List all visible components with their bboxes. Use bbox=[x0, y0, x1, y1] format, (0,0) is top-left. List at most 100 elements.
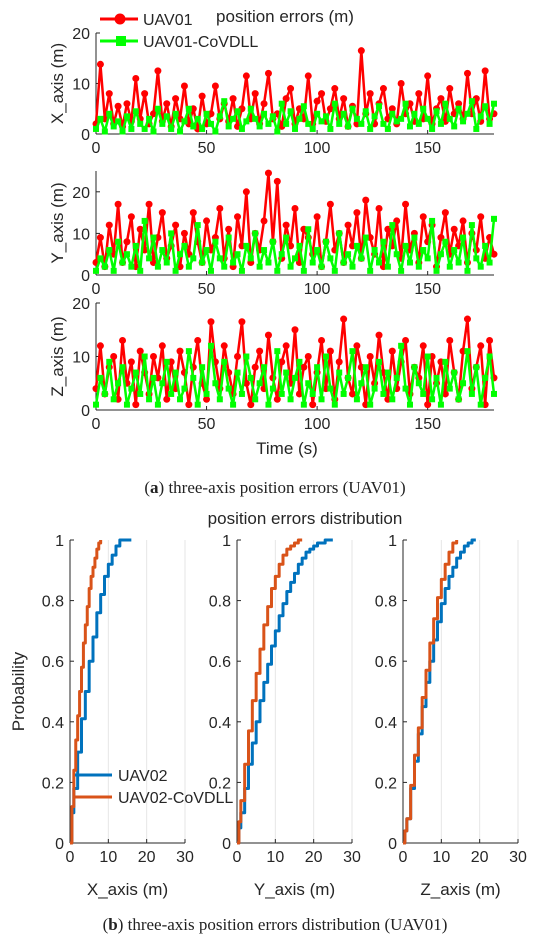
data-point bbox=[376, 103, 383, 110]
data-point bbox=[199, 364, 206, 371]
x-tick-label: 50 bbox=[198, 416, 216, 433]
data-point bbox=[380, 238, 387, 245]
data-point bbox=[402, 385, 409, 392]
data-point bbox=[379, 85, 387, 93]
data-point bbox=[398, 267, 405, 274]
data-point bbox=[477, 113, 484, 120]
data-point bbox=[402, 242, 409, 249]
plot-1: 0 50 100 150 0 10 20 X_axis (m) UAV01 UAV01-CoVDL… bbox=[48, 12, 498, 157]
data-point bbox=[376, 259, 383, 266]
data-point bbox=[446, 115, 453, 122]
data-point bbox=[393, 374, 400, 381]
data-point bbox=[380, 390, 387, 397]
plot-2: 0 50 100 150 0 10 20 Y_axis (m) bbox=[48, 169, 498, 298]
data-point bbox=[477, 263, 484, 270]
data-point bbox=[180, 229, 188, 237]
x-tick-label: 20 bbox=[305, 849, 323, 866]
data-point bbox=[464, 348, 471, 355]
x-tick-label: 0 bbox=[233, 849, 242, 866]
data-point bbox=[398, 115, 405, 122]
data-point bbox=[313, 97, 321, 105]
data-point bbox=[238, 125, 245, 132]
data-point bbox=[463, 315, 471, 323]
data-point bbox=[278, 390, 285, 397]
data-point bbox=[149, 110, 157, 118]
data-point bbox=[468, 390, 475, 397]
data-point bbox=[446, 336, 454, 344]
data-point bbox=[291, 204, 299, 212]
data-point bbox=[128, 125, 135, 132]
data-point bbox=[309, 390, 316, 397]
data-point bbox=[468, 98, 475, 105]
data-point bbox=[234, 251, 241, 258]
x-axis-label: Z_axis (m) bbox=[420, 880, 500, 899]
data-point bbox=[473, 364, 480, 371]
data-point bbox=[398, 342, 405, 349]
x-tick-label: 100 bbox=[304, 140, 331, 157]
data-point bbox=[137, 267, 144, 274]
data-point bbox=[283, 120, 290, 127]
data-point bbox=[132, 74, 140, 82]
y-tick-label: 1 bbox=[222, 533, 231, 550]
data-point bbox=[273, 177, 281, 185]
data-point bbox=[203, 110, 210, 117]
data-point bbox=[168, 390, 175, 397]
x-tick-label: 50 bbox=[198, 281, 216, 298]
data-point bbox=[314, 247, 321, 254]
x-axis-label: Y_axis (m) bbox=[254, 880, 335, 899]
data-point bbox=[327, 255, 334, 262]
data-point bbox=[349, 105, 356, 112]
data-point bbox=[375, 331, 383, 339]
y-axis-label: Z_axis (m) bbox=[48, 316, 67, 396]
data-point bbox=[115, 238, 122, 245]
data-point bbox=[318, 396, 325, 403]
figure-a-xlabel: Time (s) bbox=[256, 439, 318, 458]
data-point bbox=[154, 263, 161, 270]
data-point bbox=[198, 92, 206, 100]
data-point bbox=[163, 113, 170, 120]
data-point bbox=[336, 120, 343, 127]
data-point bbox=[358, 120, 365, 127]
x-tick-label: 10 bbox=[432, 849, 450, 866]
data-point bbox=[309, 125, 316, 132]
data-point bbox=[141, 90, 149, 98]
data-point bbox=[212, 238, 219, 245]
y-tick-label: 0.4 bbox=[42, 715, 64, 732]
data-point bbox=[199, 259, 206, 266]
data-point bbox=[442, 238, 449, 245]
data-point bbox=[159, 120, 166, 127]
data-point bbox=[406, 401, 413, 408]
data-point bbox=[336, 369, 343, 376]
y-tick-label: 0.2 bbox=[209, 775, 231, 792]
series-uav01-covdll bbox=[93, 98, 497, 135]
data-point bbox=[150, 234, 157, 241]
data-point bbox=[96, 342, 104, 350]
data-point bbox=[101, 390, 108, 397]
y-tick-label: 0.6 bbox=[375, 654, 397, 671]
data-point bbox=[371, 385, 378, 392]
data-point bbox=[269, 385, 276, 392]
data-point bbox=[331, 85, 339, 93]
data-point bbox=[482, 374, 489, 381]
data-point bbox=[225, 225, 233, 233]
data-point bbox=[123, 251, 130, 258]
data-point bbox=[384, 263, 391, 270]
y-tick-label: 0.2 bbox=[375, 775, 397, 792]
data-point bbox=[451, 369, 458, 376]
data-point bbox=[318, 336, 326, 344]
data-point bbox=[216, 396, 223, 403]
data-point bbox=[154, 401, 161, 408]
data-point bbox=[486, 120, 493, 127]
y-tick-label: 10 bbox=[72, 226, 90, 243]
data-point bbox=[429, 396, 436, 403]
data-point bbox=[172, 95, 180, 103]
data-point bbox=[393, 118, 400, 125]
y-tick-label: 0 bbox=[222, 836, 231, 853]
data-point bbox=[168, 230, 175, 237]
data-point bbox=[274, 348, 281, 355]
data-point bbox=[163, 395, 171, 403]
data-point bbox=[172, 221, 180, 229]
data-point bbox=[415, 90, 423, 98]
data-point bbox=[464, 110, 471, 117]
